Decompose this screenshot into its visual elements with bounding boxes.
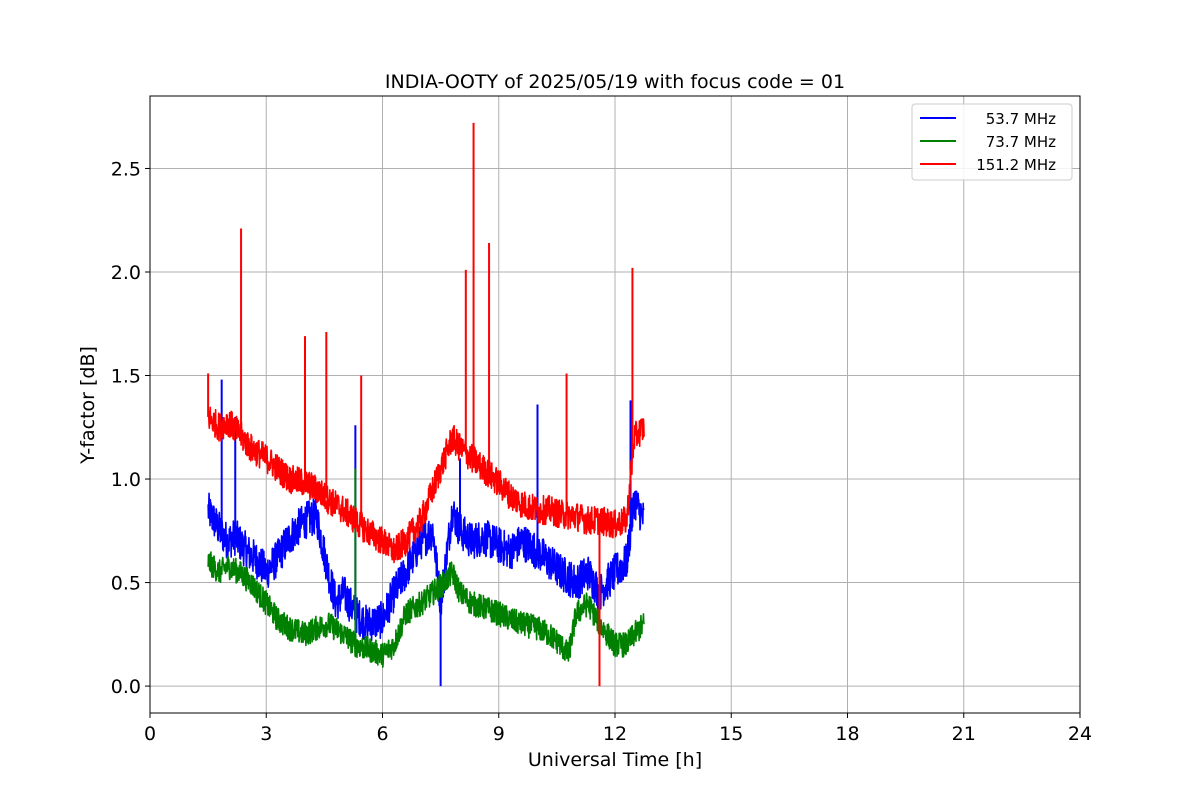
legend-label: 151.2 MHz <box>976 156 1056 174</box>
chart-title: INDIA-OOTY of 2025/05/19 with focus code… <box>385 71 845 93</box>
x-tick-label: 18 <box>835 723 859 745</box>
x-axis-label: Universal Time [h] <box>528 749 702 771</box>
x-tick-label: 6 <box>376 723 388 745</box>
legend-label: 73.7 MHz <box>986 133 1056 151</box>
y-tick-label: 2.0 <box>111 262 141 284</box>
y-axis-label: Y-factor [dB] <box>77 346 99 465</box>
y-tick-label: 0.5 <box>111 573 141 595</box>
series-line-151-2-mhz <box>207 406 645 564</box>
legend-label: 53.7 MHz <box>986 110 1056 128</box>
x-tick-label: 9 <box>493 723 505 745</box>
x-tick-label: 3 <box>260 723 272 745</box>
series-151-2-mhz <box>207 122 645 687</box>
legend-box <box>911 103 1073 181</box>
x-tick-label: 24 <box>1068 723 1092 745</box>
series-line-73-7-mhz <box>207 551 645 668</box>
y-tick-label: 1.5 <box>111 366 141 388</box>
ticks: 0 3 6 9 12 15 18 21 24 0.0 0.5 1.0 1.5 2.0 2.5 <box>111 158 1092 745</box>
x-tick-label: 0 <box>144 723 156 745</box>
series-layer <box>207 122 645 687</box>
y-tick-label: 0.0 <box>111 676 141 698</box>
x-tick-label: 12 <box>603 723 627 745</box>
y-tick-label: 1.0 <box>111 469 141 491</box>
series-line-53-7-mhz <box>207 490 645 642</box>
x-tick-label: 15 <box>719 723 743 745</box>
x-tick-label: 21 <box>952 723 976 745</box>
legend: 53.7 MHz 73.7 MHz 151.2 MHz <box>911 103 1073 181</box>
series-73-7-mhz <box>207 468 645 668</box>
y-tick-label: 2.5 <box>111 158 141 180</box>
